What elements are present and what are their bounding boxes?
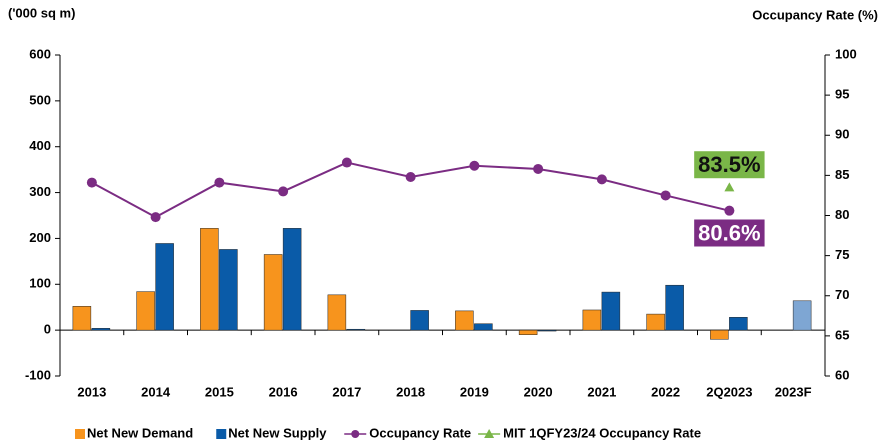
bar [582,309,602,331]
bar [646,313,665,331]
point [660,190,671,201]
y2-tick-label: 70 [835,287,849,302]
legend-swatch [75,429,85,439]
bar [72,306,92,331]
line [91,161,730,219]
legend-label: Net New Supply [228,425,327,440]
y-tick-label: 400 [29,138,51,153]
legend-marker [484,429,495,438]
value-label-box [694,219,765,247]
bar [537,329,557,332]
value-label-text: 80.6% [698,220,760,245]
y-axis-label: ('000 sq m) [8,5,75,20]
x-tick-label: 2017 [332,384,361,399]
bar [346,328,366,331]
x-tick-label: 2021 [587,384,616,399]
bar [474,323,493,331]
bar [729,317,748,331]
y2-tick-label: 90 [835,127,849,142]
x-tick-label: 2022 [651,384,680,399]
y-tick-label: 100 [29,276,51,291]
point [533,163,544,174]
point [341,157,352,168]
y-tick-label: -100 [25,367,51,382]
bar [710,329,729,340]
y2-tick-label: 75 [835,247,849,262]
point [214,177,225,188]
value-label: 83.5% [694,151,765,179]
y2-tick-label: 100 [835,46,857,61]
point [596,174,607,185]
bar [518,329,538,335]
y2-tick-label: 80 [835,207,849,222]
y2-axis-label: Occupancy Rate (%) [752,7,878,22]
x-tick-label: 2Q2023 [706,384,752,399]
legend-label: MIT 1QFY23/24 Occupancy Rate [503,425,701,440]
point [86,177,97,188]
x-tick-label: 2015 [205,384,234,399]
bar [219,249,238,331]
value-label: 80.6% [694,219,765,247]
x-tick-label: 2013 [77,384,106,399]
point [278,186,289,197]
y-tick-label: 200 [29,230,51,245]
y2-tick-label: 65 [835,327,849,342]
y-tick-label: 600 [29,46,51,61]
legend-marker [351,430,360,438]
y2-tick-label: 85 [835,167,849,182]
point [469,160,480,171]
y-tick-label: 0 [44,322,51,337]
value-label-box [694,151,765,179]
x-tick-label: 2016 [269,384,298,399]
y2-tick-label: 60 [835,367,849,382]
bar [282,228,302,331]
value-label-text: 83.5% [698,152,760,177]
bar [665,284,684,331]
y2-tick-label: 95 [835,87,849,102]
bar [200,228,219,331]
x-tick-label: 2018 [396,384,425,399]
bar [136,291,155,331]
bar [455,310,474,331]
x-tick-label: 2023F [775,384,812,399]
x-tick-label: 2014 [141,384,171,399]
point [405,171,416,182]
bar [155,243,174,331]
point [724,205,735,216]
y-tick-label: 500 [29,92,51,107]
bar [91,328,111,331]
legend-swatch [216,429,227,439]
bar [410,310,429,331]
bar [601,291,621,331]
legend-label: Net New Demand [87,425,193,440]
legend-label: Occupancy Rate [369,425,471,440]
marker [724,182,735,192]
x-tick-label: 2020 [524,384,553,399]
bar [263,254,283,331]
y-tick-label: 300 [29,184,51,199]
point [150,212,161,223]
bar [792,300,812,331]
x-tick-label: 2019 [460,384,489,399]
bar [327,294,347,331]
